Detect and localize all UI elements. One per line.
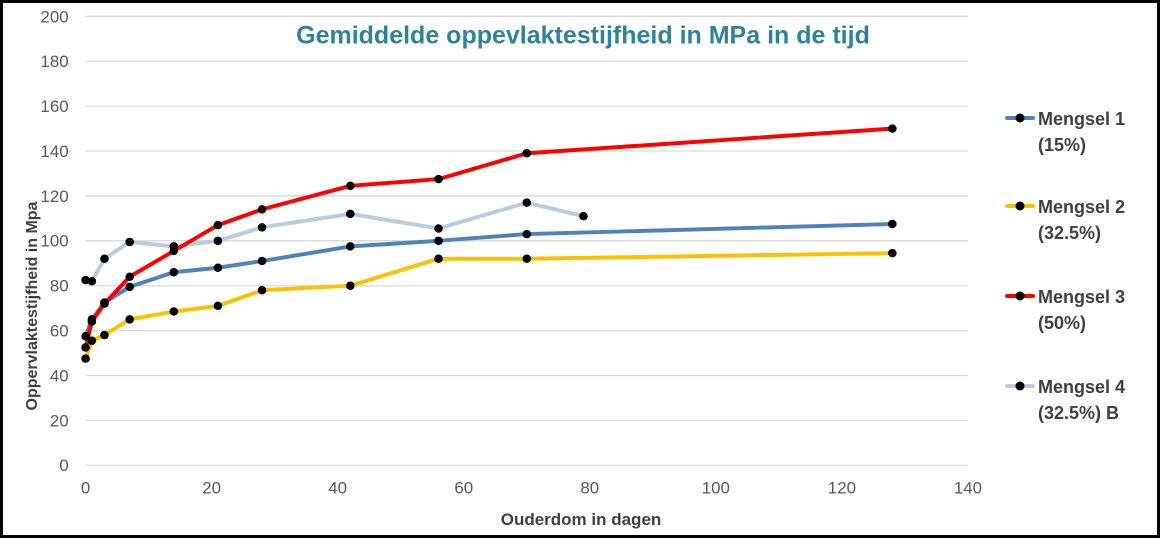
y-tick-label: 180	[40, 52, 68, 71]
data-point-mengsel-4	[100, 254, 109, 264]
data-point-mengsel-3	[522, 149, 532, 158]
data-point-mengsel-1	[257, 256, 267, 266]
y-tick-label: 60	[50, 322, 69, 341]
y-tick-label: 200	[40, 7, 68, 26]
data-point-mengsel-4	[169, 242, 179, 251]
data-point-mengsel-4	[522, 198, 532, 207]
x-tick-label: 0	[81, 479, 90, 498]
data-point-mengsel-2	[87, 336, 97, 345]
data-point-mengsel-2	[81, 354, 90, 363]
data-point-mengsel-4	[87, 276, 97, 286]
data-point-mengsel-4	[434, 224, 443, 233]
x-tick-label: 140	[954, 479, 982, 498]
x-axis-title: Ouderdom in dagen	[500, 510, 662, 529]
y-tick-label: 20	[50, 411, 69, 430]
data-point-mengsel-1	[888, 219, 897, 229]
data-point-mengsel-1	[434, 236, 443, 246]
x-tick-label: 60	[454, 479, 473, 498]
data-point-mengsel-2	[169, 307, 179, 316]
data-point-mengsel-4	[579, 211, 588, 221]
y-axis-title: Oppervlaktestijfheid in Mpa	[24, 201, 41, 411]
data-point-mengsel-3	[213, 220, 223, 230]
data-point-mengsel-3	[81, 343, 90, 352]
x-tick-label: 40	[328, 479, 347, 498]
data-point-mengsel-2	[888, 248, 897, 258]
data-point-mengsel-3	[346, 181, 355, 191]
data-point-mengsel-3	[434, 174, 443, 184]
data-point-mengsel-2	[522, 254, 532, 264]
y-tick-label: 120	[40, 187, 68, 206]
data-point-mengsel-3	[125, 272, 134, 281]
data-point-mengsel-1	[346, 242, 355, 251]
data-point-mengsel-2	[434, 254, 443, 264]
data-point-mengsel-4	[125, 237, 134, 247]
y-tick-label: 160	[40, 97, 68, 116]
x-tick-label: 100	[702, 479, 730, 498]
y-tick-label: 80	[50, 277, 69, 296]
data-point-mengsel-1	[81, 331, 90, 341]
data-point-mengsel-2	[346, 281, 355, 290]
plot-area: 0 20 40 60 80 100 120 140 160 180 200 0 20 40 60 80 100 1…	[40, 7, 982, 498]
y-tick-label: 100	[40, 232, 68, 251]
x-tick-label: 80	[580, 479, 599, 498]
data-point-mengsel-1	[125, 282, 134, 292]
series-line-mengsel-4	[83, 200, 586, 284]
data-point-mengsel-2	[100, 330, 109, 340]
data-point-mengsel-1	[522, 229, 532, 239]
x-tick-label: 120	[828, 479, 856, 498]
data-point-mengsel-3	[888, 124, 897, 133]
data-point-mengsel-3	[87, 317, 97, 326]
data-point-mengsel-4	[257, 223, 267, 232]
data-point-mengsel-3	[100, 299, 109, 308]
data-point-mengsel-3	[257, 205, 267, 214]
data-point-mengsel-4	[213, 236, 223, 246]
data-point-mengsel-1	[169, 267, 179, 277]
data-point-mengsel-2	[213, 301, 223, 311]
x-tick-label: 20	[202, 479, 221, 498]
y-tick-label: 40	[50, 366, 69, 385]
data-point-mengsel-4	[81, 275, 90, 285]
data-point-mengsel-1	[213, 263, 223, 273]
data-point-mengsel-4	[346, 209, 355, 219]
y-tick-label: 140	[40, 142, 68, 161]
data-point-mengsel-2	[125, 315, 134, 324]
y-tick-label: 0	[59, 456, 68, 475]
chart-title: Gemiddelde oppevlaktestijfheid in MPa in…	[296, 21, 870, 50]
data-point-mengsel-2	[257, 285, 267, 295]
